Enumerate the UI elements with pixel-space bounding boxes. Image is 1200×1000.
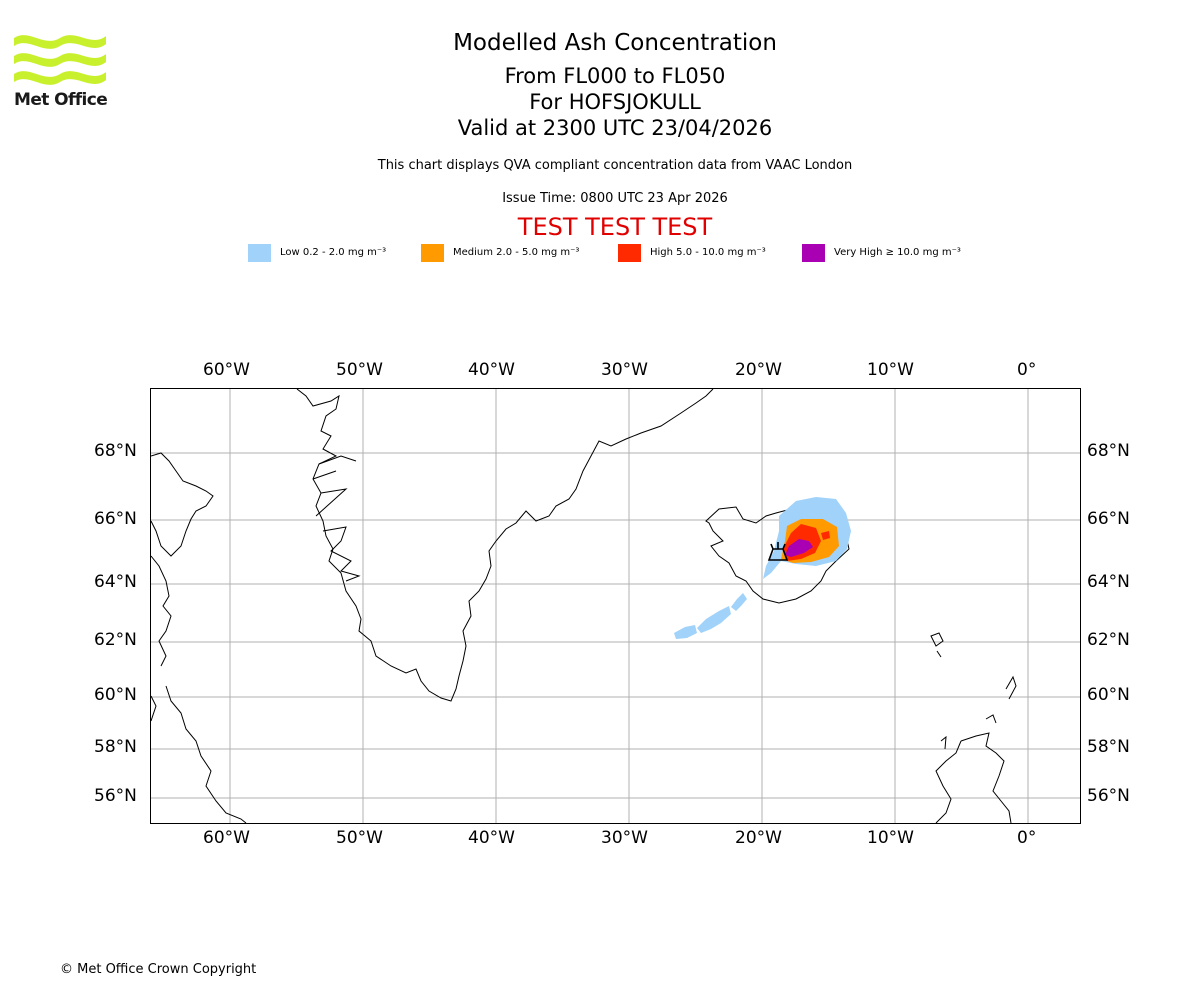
- lon-label-bottom-60w: 60°W: [203, 828, 250, 848]
- coastline-scotland: [935, 675, 1017, 823]
- coastline-greenland: [296, 389, 714, 702]
- ash-low-plume-1: [731, 593, 747, 611]
- legend-swatch-medium: [421, 244, 444, 262]
- lat-label-right-56n: 56°N: [1087, 786, 1130, 806]
- lat-label-right-64n: 64°N: [1087, 572, 1130, 592]
- volcano-marker-icon[interactable]: [767, 542, 789, 561]
- lon-label-bottom-40w: 40°W: [468, 828, 515, 848]
- ash-very-high-region: [785, 539, 813, 557]
- lon-label-top-10w: 10°W: [867, 360, 914, 380]
- copyright-notice: © Met Office Crown Copyright: [60, 962, 257, 977]
- met-office-waves-icon: [14, 35, 106, 85]
- lat-label-left-56n: 56°N: [94, 786, 137, 806]
- lat-label-left-58n: 58°N: [94, 737, 137, 757]
- coastlines: [151, 389, 1017, 823]
- volcano-name: For HOFSJOKULL: [529, 90, 701, 114]
- lon-label-top-20w: 20°W: [735, 360, 782, 380]
- legend-swatch-very-high: [802, 244, 825, 262]
- lat-label-left-68n: 68°N: [94, 441, 137, 461]
- ash-high-spot: [821, 531, 830, 540]
- coastline-canada-north: [151, 452, 214, 557]
- lat-label-right-66n: 66°N: [1087, 509, 1130, 529]
- test-banner: TEST TEST TEST: [517, 213, 713, 241]
- lon-label-top-0: 0°: [1017, 360, 1037, 380]
- met-office-logo: Met Office: [14, 30, 108, 112]
- lon-label-bottom-30w: 30°W: [601, 828, 648, 848]
- legend-swatch-low: [248, 244, 271, 262]
- lon-label-top-40w: 40°W: [468, 360, 515, 380]
- ash-cloud: [674, 497, 851, 639]
- legend-label-low: Low 0.2 - 2.0 mg m⁻³: [280, 247, 387, 258]
- met-office-logo-text: Met Office: [14, 90, 108, 110]
- lon-label-bottom-10w: 10°W: [867, 828, 914, 848]
- lon-label-bottom-20w: 20°W: [735, 828, 782, 848]
- lat-label-right-60n: 60°N: [1087, 685, 1130, 705]
- flight-level-range: From FL000 to FL050: [504, 64, 726, 88]
- map-gridlines: [151, 389, 1080, 823]
- lon-label-top-30w: 30°W: [601, 360, 648, 380]
- ash-low-plume-2: [697, 606, 731, 633]
- issue-time: Issue Time: 0800 UTC 23 Apr 2026: [502, 191, 728, 206]
- lon-label-bottom-50w: 50°W: [336, 828, 383, 848]
- lat-label-right-68n: 68°N: [1087, 441, 1130, 461]
- lat-label-left-64n: 64°N: [94, 572, 137, 592]
- coastline-canada-south: [151, 555, 247, 823]
- chart-description: This chart displays QVA compliant concen…: [377, 158, 853, 173]
- coastline-faroes: [930, 632, 944, 658]
- legend-label-high: High 5.0 - 10.0 mg m⁻³: [650, 247, 766, 258]
- lat-label-left-66n: 66°N: [94, 509, 137, 529]
- coastline-iceland: [705, 505, 850, 604]
- legend-swatch-high: [618, 244, 641, 262]
- ash-low-plume-3: [674, 625, 697, 639]
- map-canvas: [151, 389, 1080, 823]
- lat-label-right-62n: 62°N: [1087, 630, 1130, 650]
- lat-label-left-62n: 62°N: [94, 630, 137, 650]
- legend-label-medium: Medium 2.0 - 5.0 mg m⁻³: [453, 247, 580, 258]
- lon-label-bottom-0: 0°: [1017, 828, 1037, 848]
- lat-label-right-58n: 58°N: [1087, 737, 1130, 757]
- legend-label-very-high: Very High ≥ 10.0 mg m⁻³: [834, 247, 961, 258]
- lon-label-top-50w: 50°W: [336, 360, 383, 380]
- lat-label-left-60n: 60°N: [94, 685, 137, 705]
- volcano-marker-outline: [767, 542, 789, 561]
- valid-time: Valid at 2300 UTC 23/04/2026: [457, 116, 773, 140]
- chart-title: Modelled Ash Concentration: [453, 30, 777, 56]
- lon-label-top-60w: 60°W: [203, 360, 250, 380]
- coastline-greenland-fjord-1: [312, 455, 361, 582]
- ash-map[interactable]: [150, 388, 1081, 824]
